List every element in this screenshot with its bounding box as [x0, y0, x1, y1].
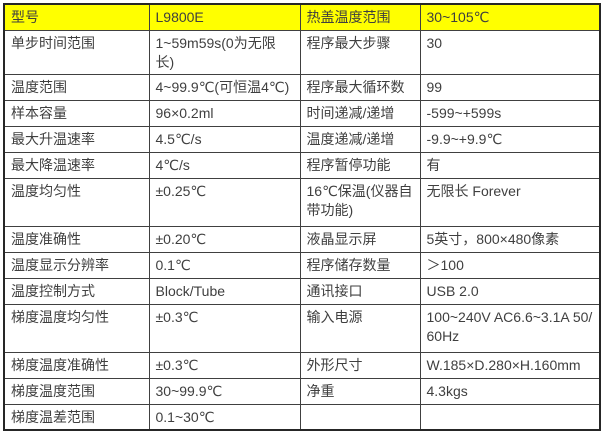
spec-label-cell: 程序暂停功能: [299, 151, 421, 179]
spec-value-cell: ±0.3℃: [148, 351, 301, 379]
spec-table-body: 型号 L9800E 热盖温度范围 30~105℃ 单步时间范围 1~59m59s(0为无限…: [3, 3, 601, 431]
spec-value-cell: 1~59m59s(0为无限长): [148, 29, 301, 75]
spec-label-cell: 程序储存数量: [299, 251, 421, 279]
spec-label-cell: 通讯接口: [299, 277, 421, 305]
spec-value-cell: ±0.20℃: [148, 225, 301, 253]
spec-label-cell: 温度准确性: [3, 225, 150, 253]
spec-row: 温度准确性 ±0.20℃ 液晶显示屏 5英寸，800×480像素: [3, 225, 601, 253]
spec-label-cell: 热盖温度范围: [299, 3, 421, 31]
spec-value-cell: 30: [419, 29, 601, 75]
spec-label-cell: 程序最大循环数: [299, 73, 421, 101]
spec-row: 最大降温速率 4℃/s 程序暂停功能有: [3, 151, 601, 179]
spec-value-cell: 100~240V AC6.6~3.1A 50/60Hz: [419, 303, 601, 353]
spec-value-cell: 96×0.2ml: [148, 99, 301, 127]
spec-value-cell: 4.3kgs: [419, 377, 601, 405]
spec-label-cell: 外形尺寸: [299, 351, 421, 379]
spec-row: 温度显示分辨率 0.1℃ 程序储存数量 ＞100: [3, 251, 601, 279]
spec-label-cell: 温度递减/递增: [299, 125, 421, 153]
spec-row: 梯度温度均匀性 ±0.3℃ 输入电源 100~240V AC6.6~3.1A 50/6…: [3, 303, 601, 353]
spec-value-cell: L9800E: [148, 3, 301, 31]
spec-value-cell: 30~99.9℃: [148, 377, 301, 405]
spec-label-cell: 输入电源: [299, 303, 421, 353]
spec-label-cell: 温度范围: [3, 73, 150, 101]
spec-row: 单步时间范围 1~59m59s(0为无限长) 程序最大步骤 30: [3, 29, 601, 75]
spec-row: 温度控制方式 Block/Tube 通讯接口 USB 2.0: [3, 277, 601, 305]
spec-label-cell: 梯度温度均匀性: [3, 303, 150, 353]
spec-value-cell: USB 2.0: [419, 277, 601, 305]
spec-value-cell: [419, 403, 601, 431]
spec-label-cell: 样本容量: [3, 99, 150, 127]
spec-label-cell: 最大降温速率: [3, 151, 150, 179]
spec-value-cell: -599~+599s: [419, 99, 601, 127]
spec-row: 梯度温度准确性 ±0.3℃ 外形尺寸 W.185×D.280×H.160mm: [3, 351, 601, 379]
spec-value-cell: 30~105℃: [419, 3, 601, 31]
spec-value-cell: Block/Tube: [148, 277, 301, 305]
spec-value-cell: ±0.3℃: [148, 303, 301, 353]
spec-row: 样本容量 96×0.2ml 时间递减/递增 -599~+599s: [3, 99, 601, 127]
spec-value-cell: ±0.25℃: [148, 177, 301, 227]
spec-value-cell: 4.5℃/s: [148, 125, 301, 153]
spec-value-cell: 5英寸，800×480像素: [419, 225, 601, 253]
spec-header-row: 型号 L9800E 热盖温度范围 30~105℃: [3, 3, 601, 31]
spec-label-cell: 16℃保温(仪器自带功能): [299, 177, 421, 227]
spec-value-cell: 99: [419, 73, 601, 101]
spec-label-cell: 型号: [3, 3, 150, 31]
spec-label-cell: 液晶显示屏: [299, 225, 421, 253]
spec-table: 型号 L9800E 热盖温度范围 30~105℃ 单步时间范围 1~59m59s(0为无限…: [3, 3, 601, 431]
spec-value-cell: -9.9~+9.9℃: [419, 125, 601, 153]
spec-label-cell: 程序最大步骤: [299, 29, 421, 75]
spec-label-cell: 温度控制方式: [3, 277, 150, 305]
spec-value-cell: W.185×D.280×H.160mm: [419, 351, 601, 379]
spec-value-cell: 4~99.9℃(可恒温4℃): [148, 73, 301, 101]
spec-label-cell: 最大升温速率: [3, 125, 150, 153]
spec-row: 梯度温度范围 30~99.9℃ 净重 4.3kgs: [3, 377, 601, 405]
spec-label-cell: 温度显示分辨率: [3, 251, 150, 279]
spec-label-cell: 温度均匀性: [3, 177, 150, 227]
spec-sheet: 型号 L9800E 热盖温度范围 30~105℃ 单步时间范围 1~59m59s(0为无限…: [3, 3, 601, 431]
spec-label-cell: 梯度温差范围: [3, 403, 150, 431]
spec-label-cell: 梯度温度准确性: [3, 351, 150, 379]
spec-value-cell: 有: [419, 151, 601, 179]
spec-value-cell: 0.1℃: [148, 251, 301, 279]
spec-row: 最大升温速率 4.5℃/s 温度递减/递增 -9.9~+9.9℃: [3, 125, 601, 153]
spec-label-cell: 净重: [299, 377, 421, 405]
spec-label-cell: 单步时间范围: [3, 29, 150, 75]
spec-label-cell: 时间递减/递增: [299, 99, 421, 127]
spec-value-cell: 0.1~30℃: [148, 403, 301, 431]
spec-row: 温度范围 4~99.9℃(可恒温4℃) 程序最大循环数 99: [3, 73, 601, 101]
spec-row: 温度均匀性 ±0.25℃ 16℃保温(仪器自带功能) 无限长 Forever: [3, 177, 601, 227]
spec-value-cell: 4℃/s: [148, 151, 301, 179]
spec-value-cell: ＞100: [419, 251, 601, 279]
spec-label-cell: 梯度温度范围: [3, 377, 150, 405]
spec-row: 梯度温差范围 0.1~30℃: [3, 403, 601, 431]
spec-value-cell: 无限长 Forever: [419, 177, 601, 227]
spec-label-cell: [299, 403, 421, 431]
